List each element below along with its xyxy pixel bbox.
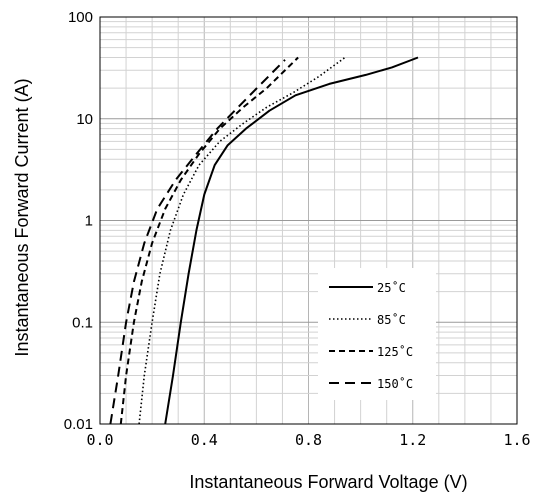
legend-label: 150˚C: [377, 376, 413, 391]
y-tick-label: 0.01: [64, 416, 93, 433]
y-axis-label: Instantaneous Forward Current (A): [12, 78, 32, 356]
series-line-1: [164, 56, 419, 425]
y-tick-label: 100: [68, 9, 93, 26]
y-tick-label: 10: [76, 111, 93, 128]
x-tick-label: 0.8: [295, 431, 322, 449]
grid: [100, 17, 517, 424]
x-tick-label: 1.6: [503, 431, 530, 449]
x-tick-label: 0.0: [86, 431, 113, 449]
legend-label: 125˚C: [377, 344, 413, 359]
legend: 25˚C 85˚C 125˚C 150˚C: [318, 268, 436, 400]
x-tick-label: 1.2: [399, 431, 426, 449]
x-axis-label: Instantaneous Forward Voltage (V): [189, 472, 467, 492]
series-lines: [109, 56, 419, 425]
tick-labels: 0.0 0.4 0.8 1.2 1.6 0.01 0.1 1 10 100: [64, 9, 531, 449]
series-line-4: [109, 59, 286, 425]
series-line-3: [119, 56, 299, 425]
legend-label: 85˚C: [377, 312, 406, 327]
y-tick-label: 0.1: [72, 314, 93, 331]
plot-frame: [99, 16, 518, 425]
legend-label: 25˚C: [377, 280, 406, 295]
series-line-2: [138, 56, 346, 425]
x-tick-label: 0.4: [191, 431, 218, 449]
legend-box: [318, 268, 436, 400]
y-tick-label: 1: [85, 213, 93, 230]
